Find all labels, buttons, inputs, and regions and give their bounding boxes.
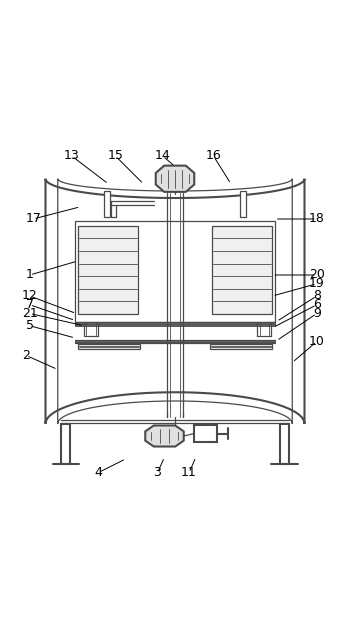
Text: 14: 14: [155, 150, 171, 162]
Text: 11: 11: [181, 466, 197, 479]
Polygon shape: [75, 221, 275, 322]
Text: 7: 7: [26, 298, 34, 311]
Text: 19: 19: [309, 277, 325, 290]
Polygon shape: [75, 322, 275, 326]
Text: 10: 10: [309, 335, 325, 348]
Text: 15: 15: [107, 150, 124, 162]
Polygon shape: [212, 226, 272, 313]
Polygon shape: [78, 344, 140, 349]
Polygon shape: [78, 226, 138, 313]
Text: 6: 6: [313, 298, 321, 311]
Text: 16: 16: [206, 150, 221, 162]
Polygon shape: [240, 191, 246, 217]
Text: 12: 12: [22, 290, 38, 302]
Text: 4: 4: [94, 466, 102, 479]
Text: 20: 20: [309, 269, 325, 281]
Text: 3: 3: [154, 466, 161, 479]
Text: 2: 2: [22, 349, 30, 362]
Polygon shape: [280, 424, 289, 464]
Polygon shape: [104, 191, 110, 217]
Polygon shape: [194, 425, 217, 442]
Polygon shape: [210, 344, 272, 349]
Text: 17: 17: [25, 212, 41, 226]
Text: 1: 1: [26, 269, 34, 281]
Text: 9: 9: [313, 307, 321, 320]
Text: 13: 13: [64, 150, 80, 162]
Text: 8: 8: [313, 290, 321, 302]
Polygon shape: [61, 424, 70, 464]
Polygon shape: [156, 165, 194, 192]
Polygon shape: [46, 179, 304, 424]
Text: 21: 21: [22, 307, 38, 320]
Text: 5: 5: [26, 320, 34, 332]
Polygon shape: [145, 425, 184, 446]
Polygon shape: [75, 340, 275, 343]
Text: 18: 18: [309, 212, 325, 226]
